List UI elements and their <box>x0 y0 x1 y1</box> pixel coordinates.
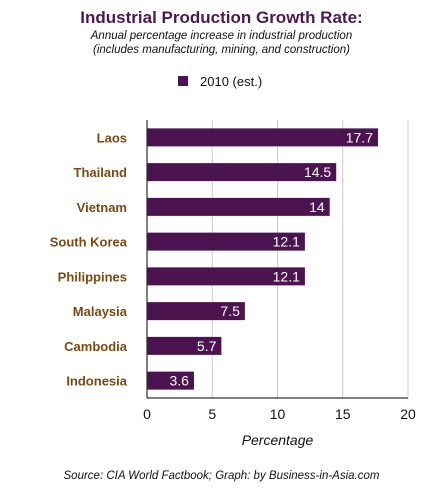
category-label-vietnam: Vietnam <box>77 200 127 215</box>
x-tick-label-5: 5 <box>208 406 216 422</box>
value-label-indonesia: 3.6 <box>170 373 190 389</box>
category-label-south-korea: South Korea <box>50 235 128 250</box>
category-label-philippines: Philippines <box>58 269 127 284</box>
legend-label: 2010 (est.) <box>200 73 263 89</box>
bar-south-korea <box>147 232 305 251</box>
bar-indonesia <box>147 371 194 390</box>
chart-subtitle-line-1: Annual percentage increase in industrial… <box>90 30 353 42</box>
category-label-indonesia: Indonesia <box>66 374 127 389</box>
chart-subtitle-line-2: (includes manufacturing, mining, and con… <box>93 44 350 56</box>
value-label-laos: 17.7 <box>346 129 373 145</box>
x-tick-label-0: 0 <box>143 406 151 422</box>
bar-philippines <box>147 267 305 286</box>
value-label-south-korea: 12.1 <box>273 234 300 250</box>
bar-laos <box>147 128 378 147</box>
category-label-laos: Laos <box>97 130 127 145</box>
x-tick-label-20: 20 <box>400 406 416 422</box>
legend-swatch <box>178 76 188 86</box>
x-tick-label-15: 15 <box>335 406 351 422</box>
bar-thailand <box>147 163 337 182</box>
legend: 2010 (est.) <box>178 73 262 89</box>
value-label-philippines: 12.1 <box>273 268 300 284</box>
bar-cambodia <box>147 336 222 355</box>
source-note: Source: CIA World Factbook; Graph: by Bu… <box>63 470 380 482</box>
value-label-cambodia: 5.7 <box>197 338 217 354</box>
x-tick-label-10: 10 <box>270 406 286 422</box>
value-label-malaysia: 7.5 <box>220 303 240 319</box>
value-label-thailand: 14.5 <box>304 164 331 180</box>
category-label-thailand: Thailand <box>74 165 128 180</box>
bar-vietnam <box>147 197 330 216</box>
bar-malaysia <box>147 302 245 321</box>
x-axis-label: Percentage <box>242 432 314 448</box>
category-label-malaysia: Malaysia <box>73 304 128 319</box>
chart-title: Industrial Production Growth Rate: <box>80 8 363 27</box>
category-label-cambodia: Cambodia <box>64 339 128 354</box>
value-label-vietnam: 14 <box>309 199 325 215</box>
